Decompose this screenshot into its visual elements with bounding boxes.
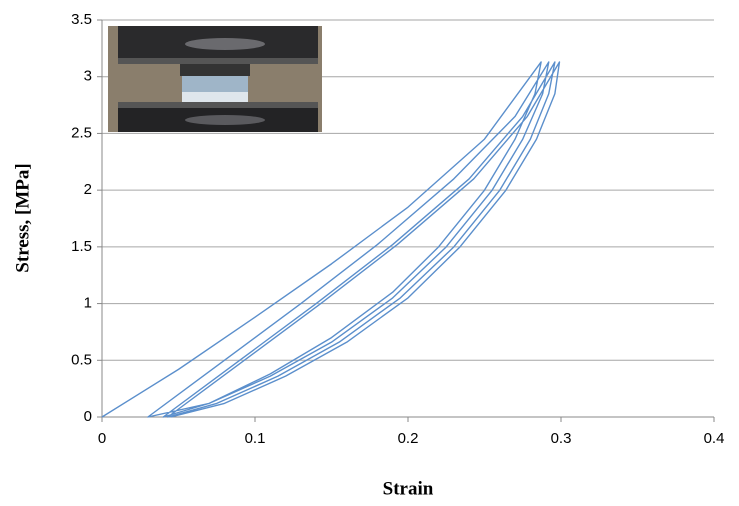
y-axis-title: Stress, [MPa] — [12, 163, 33, 272]
y-tick-label: 0 — [84, 408, 92, 425]
stress-strain-curve — [101, 61, 561, 418]
x-tick-label: 0.2 — [398, 430, 419, 447]
x-tick-label: 0.1 — [245, 430, 266, 447]
x-tick-label: 0.3 — [551, 430, 572, 447]
x-axis-title: Strain — [383, 478, 434, 499]
y-tick-label: 2 — [84, 181, 92, 198]
x-tick-label: 0 — [98, 430, 106, 447]
inset-photo — [108, 26, 322, 132]
y-tick-label: 3.5 — [71, 11, 92, 28]
x-tick-label: 0.4 — [704, 430, 725, 447]
y-tick-label: 1.5 — [71, 238, 92, 255]
y-tick-label: 3 — [84, 68, 92, 85]
y-tick-label: 1 — [84, 295, 92, 312]
y-tick-label: 2.5 — [71, 124, 92, 141]
y-tick-label: 0.5 — [71, 351, 92, 368]
